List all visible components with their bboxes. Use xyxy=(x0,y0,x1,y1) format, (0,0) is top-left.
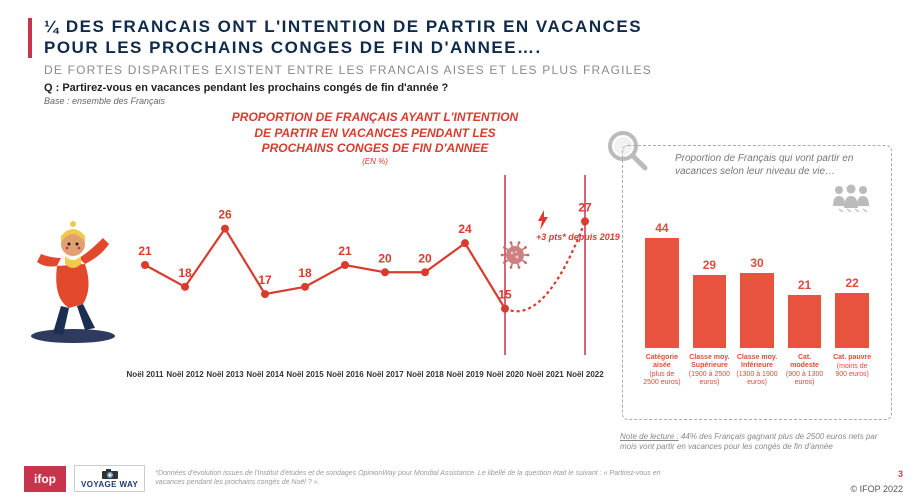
bar-chart: 44 29 30 21 22 Catégorie aisée(plus de 2… xyxy=(637,228,877,408)
question-block: Q : Partirez-vous en vacances pendant le… xyxy=(44,82,448,106)
question-text: Q : Partirez-vous en vacances pendant le… xyxy=(44,82,448,94)
svg-text:21: 21 xyxy=(338,244,352,258)
title-sub: DE FORTES DISPARITES EXISTENT ENTRE LES … xyxy=(44,63,885,77)
note-lecture: Note de lecture : 44% des Français gagna… xyxy=(620,432,892,453)
x-axis-label: Noël 2017 xyxy=(365,370,405,379)
bar xyxy=(693,275,726,348)
svg-text:24: 24 xyxy=(458,222,472,236)
change-text: +3 pts* depuis 2019 xyxy=(536,232,620,242)
title-line1: ¼ DES FRANCAIS ONT L'INTENTION DE PARTIR… xyxy=(44,16,885,37)
x-axis-label: Noël 2015 xyxy=(285,370,325,379)
bar xyxy=(835,293,868,348)
x-axis-label: Noël 2018 xyxy=(405,370,445,379)
lightning-icon xyxy=(536,210,550,230)
footnote: *Données d'évolution issues de l'Institu… xyxy=(155,470,675,487)
x-axis-label: Noël 2016 xyxy=(325,370,365,379)
bar xyxy=(740,273,773,348)
x-axis-label: Noël 2021 xyxy=(525,370,565,379)
bar-column: 22 xyxy=(831,276,873,348)
bar-chart-labels: Catégorie aisée(plus de 2500 euros)Class… xyxy=(637,354,877,387)
title-accent-bar xyxy=(28,18,32,58)
bar-chart-panel: Proportion de Français qui vont partir e… xyxy=(622,145,892,420)
bar-value: 22 xyxy=(845,276,858,290)
svg-text:26: 26 xyxy=(218,208,232,222)
question-base: Base : ensemble des Français xyxy=(44,96,448,106)
logo-voyageway: VOYAGE WAY xyxy=(74,465,145,492)
x-axis-label: Noël 2012 xyxy=(165,370,205,379)
title-line2: POUR LES PROCHAINS CONGES DE FIN D'ANNEE… xyxy=(44,37,885,58)
svg-text:18: 18 xyxy=(298,266,312,280)
bar xyxy=(645,238,678,348)
bar-label: Catégorie aisée(plus de 2500 euros) xyxy=(641,354,683,387)
snowboarder-icon xyxy=(23,208,123,348)
line-chart-x-labels: Noël 2011Noël 2012Noël 2013Noël 2014Noël… xyxy=(125,370,605,379)
x-axis-label: Noël 2022 xyxy=(565,370,605,379)
virus-icon xyxy=(500,240,530,270)
logo-ifop: ifop xyxy=(24,466,66,492)
line-chart: 2118261718212020241527 xyxy=(125,165,605,365)
svg-text:20: 20 xyxy=(418,251,432,265)
title-block: ¼ DES FRANCAIS ONT L'INTENTION DE PARTIR… xyxy=(44,16,885,77)
x-axis-label: Noël 2011 xyxy=(125,370,165,379)
people-icon xyxy=(829,184,873,212)
chart-title-l3: PROCHAINS CONGES DE FIN D'ANNEE xyxy=(225,141,525,157)
bottom-bar: ifop VOYAGE WAY *Données d'évolution iss… xyxy=(0,461,915,496)
bar-column: 30 xyxy=(736,256,778,348)
bar-column: 44 xyxy=(641,221,683,348)
chart-title-l2: DE PARTIR EN VACANCES PENDANT LES xyxy=(225,126,525,142)
bar-value: 44 xyxy=(655,221,668,235)
note-lecture-label: Note de lecture : xyxy=(620,432,679,441)
bar xyxy=(788,295,821,348)
chart-title-l1: PROPORTION DE FRANÇAIS AYANT L'INTENTION xyxy=(225,110,525,126)
page-number: 3 xyxy=(898,469,903,479)
x-axis-label: Noël 2014 xyxy=(245,370,285,379)
svg-text:15: 15 xyxy=(498,288,512,302)
line-chart-title: PROPORTION DE FRANÇAIS AYANT L'INTENTION… xyxy=(225,110,525,167)
bar-column: 21 xyxy=(784,278,826,348)
camera-icon xyxy=(101,468,119,480)
logo-voyageway-text: VOYAGE WAY xyxy=(81,480,138,489)
bar-label: Classe moy. Inférieure(1300 à 1900 euros… xyxy=(736,354,778,387)
x-axis-label: Noël 2020 xyxy=(485,370,525,379)
bar-value: 29 xyxy=(703,258,716,272)
copyright: © IFOP 2022 xyxy=(851,484,904,494)
x-axis-label: Noël 2013 xyxy=(205,370,245,379)
bar-chart-title: Proportion de Français qui vont partir e… xyxy=(675,152,880,178)
bar-column: 29 xyxy=(689,258,731,348)
svg-text:21: 21 xyxy=(138,244,152,258)
bar-label: Classe moy. Supérieure(1900 à 2500 euros… xyxy=(689,354,731,387)
svg-text:20: 20 xyxy=(378,251,392,265)
change-annotation: +3 pts* depuis 2019 xyxy=(536,210,620,243)
x-axis-label: Noël 2019 xyxy=(445,370,485,379)
svg-text:17: 17 xyxy=(258,273,272,287)
bar-value: 30 xyxy=(750,256,763,270)
bar-value: 21 xyxy=(798,278,811,292)
bar-chart-bars: 44 29 30 21 22 xyxy=(637,228,877,348)
svg-text:18: 18 xyxy=(178,266,192,280)
bar-label: Cat. pauvre(moins de 900 euros) xyxy=(831,354,873,387)
bar-label: Cat. modeste(900 à 1300 euros) xyxy=(784,354,826,387)
